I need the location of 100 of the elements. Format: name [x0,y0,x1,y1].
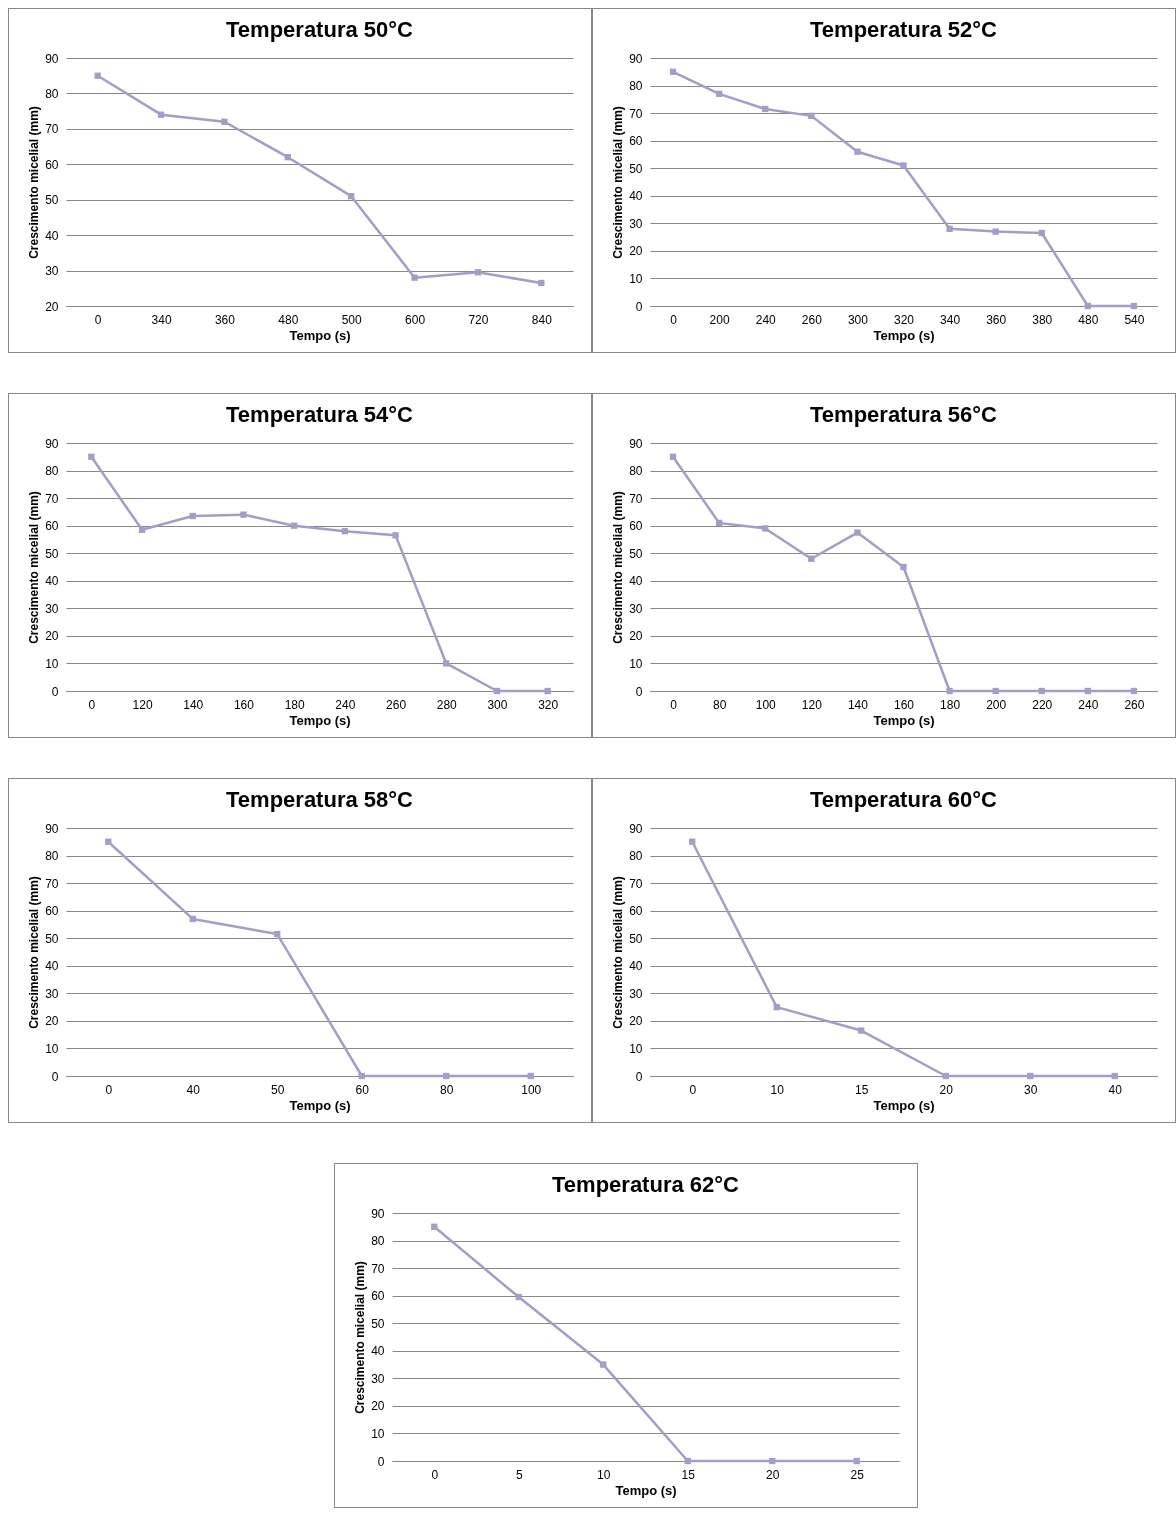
point [527,1072,534,1080]
x-tick-label: 720 [468,312,489,327]
point [808,112,815,120]
y-tick-label: 50 [629,161,643,176]
x-tick-label: 380 [1032,312,1053,327]
point [1027,1072,1034,1080]
y-tick-label: 60 [371,1289,385,1304]
x-tick-label: 40 [186,1082,201,1097]
point [854,148,861,155]
x-tick-label: 340 [151,312,172,327]
chart-title: Temperatura 62°C [552,1172,740,1197]
y-tick-label: 30 [629,986,643,1001]
x-tick-label: 200 [709,312,730,327]
x-tick-label: 0 [670,697,678,712]
y-tick-label: 90 [371,1206,385,1221]
y-tick-label: 0 [635,684,643,699]
y-tick-label: 80 [45,849,59,864]
y-tick-label: 0 [377,1454,385,1469]
x-tick-label: 10 [770,1082,785,1097]
point [94,72,101,79]
y-tick-label: 0 [51,1069,59,1084]
y-tick-label: 20 [45,629,59,644]
x-tick-label: 240 [335,697,356,712]
y-tick-label: 50 [45,931,59,946]
x-tick-label: 480 [1078,312,1099,327]
point [348,193,355,200]
point [431,1223,438,1230]
x-tick-label: 25 [850,1467,865,1482]
chart-title: Temperatura 54°C [226,402,414,427]
x-tick-label: 0 [689,1082,697,1097]
x-tick-label: 100 [755,697,777,712]
x-tick-label: 300 [487,697,508,712]
point [1084,687,1092,695]
x-tick-label: 60 [355,1082,370,1097]
x-axis-title: Tempo (s) [289,1097,351,1113]
y-axis-title: Crescimento micelial (mm) [27,106,42,259]
x-tick-label: 15 [855,1082,869,1097]
point [853,1457,860,1465]
x-tick-label: 500 [341,312,363,327]
y-tick-label: 90 [45,436,59,451]
y-tick-label: 60 [629,134,643,149]
point [900,162,907,169]
y-tick-label: 80 [629,79,643,94]
x-tick-label: 280 [436,697,458,712]
x-tick-label: 140 [183,697,204,712]
x-tick-label: 120 [801,697,823,712]
x-tick-label: 5 [515,1467,523,1482]
point [189,915,196,923]
point [715,90,723,97]
y-tick-label: 10 [371,1426,385,1441]
point [1130,687,1138,695]
point [221,118,228,125]
y-tick-label: 70 [45,122,59,137]
y-tick-label: 40 [45,228,59,243]
y-tick-label: 60 [629,519,643,534]
point [946,225,953,233]
point [493,687,501,695]
point [946,687,953,695]
y-tick-label: 10 [45,656,59,671]
point [105,838,112,845]
x-tick-label: 50 [271,1082,285,1097]
y-tick-label: 80 [45,86,59,101]
y-tick-label: 70 [629,491,643,506]
point [900,563,907,571]
x-tick-label: 20 [939,1082,954,1097]
y-tick-label: 60 [45,519,59,534]
point [157,111,165,118]
x-tick-label: 40 [1108,1082,1123,1097]
point [715,519,723,527]
y-axis-title: Crescimento micelial (mm) [353,1261,368,1414]
x-tick-label: 180 [284,697,305,712]
point [762,105,769,113]
y-tick-label: 20 [629,244,643,259]
x-tick-label: 300 [847,312,869,327]
y-tick-label: 30 [45,264,59,279]
point [769,1457,776,1465]
x-axis-title: Tempo (s) [873,712,935,728]
y-axis-title: Crescimento micelial (mm) [611,491,626,644]
y-tick-label: 70 [371,1261,385,1276]
point [773,1003,780,1011]
x-tick-label: 160 [893,697,915,712]
x-tick-label: 480 [278,312,299,327]
y-tick-label: 30 [629,601,643,616]
x-tick-label: 30 [1024,1082,1038,1097]
x-tick-label: 180 [940,697,961,712]
x-tick-label: 340 [940,312,961,327]
point [538,279,545,287]
point [189,512,196,520]
y-tick-label: 40 [371,1344,385,1359]
point [689,838,696,845]
point [1084,302,1092,310]
point [138,526,146,533]
x-axis-title: Tempo (s) [615,1482,677,1498]
point [669,68,677,75]
x-tick-label: 840 [531,312,553,327]
y-tick-label: 80 [45,464,59,479]
y-tick-label: 80 [371,1234,385,1249]
point [474,269,482,276]
y-tick-label: 20 [371,1399,385,1414]
x-tick-label: 0 [94,312,102,327]
